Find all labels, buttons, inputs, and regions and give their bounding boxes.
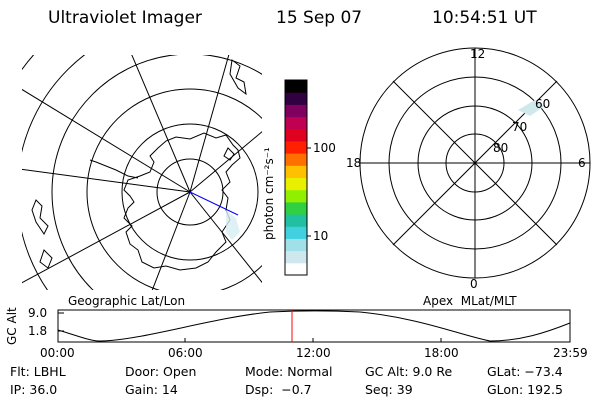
geo-meridian	[189, 191, 262, 284]
geographic-map	[22, 55, 262, 290]
mlt-label-18: 18	[346, 156, 362, 170]
color-bar-segment	[285, 92, 307, 105]
color-bar-segment	[285, 177, 307, 191]
altitude-xtick-1800: 18:00	[424, 346, 459, 360]
color-bar	[285, 80, 307, 276]
altitude-xtick-2359: 23:59	[553, 346, 588, 360]
geo-lat-circle	[51, 55, 262, 290]
geo-map-label: Geographic Lat/Lon	[68, 294, 186, 308]
color-bar-segment	[285, 153, 307, 166]
colorbar-unit-label: photon cm⁻²s⁻¹	[262, 147, 276, 240]
info-mode: Mode: Normal	[245, 364, 333, 379]
mlt-label-0: 0	[470, 277, 478, 291]
geo-meridian	[22, 191, 191, 284]
altitude-ylabel: GC Alt	[5, 307, 19, 345]
instrument-title: Ultraviolet Imager	[48, 8, 202, 28]
color-bar-segment	[285, 238, 307, 252]
altitude-ytick-9: 9.0	[28, 306, 48, 320]
info-filter: Flt: LBHL	[10, 364, 66, 379]
altitude-xtick-0600: 06:00	[168, 346, 203, 360]
landmass-fragment	[39, 249, 53, 269]
altitude-plot-frame	[57, 309, 571, 343]
geo-lat-circle	[22, 55, 35, 71]
apex-aurora-glow	[518, 100, 545, 116]
color-bar-segment	[285, 80, 307, 93]
geo-meridian	[189, 131, 262, 193]
info-seq: Seq: 39	[365, 382, 413, 397]
info-glon: GLon: 192.5	[487, 382, 563, 397]
landmass-fragment	[31, 199, 49, 235]
colorbar-label-10: 10	[313, 229, 329, 243]
date-label: 15 Sep 07	[276, 8, 363, 28]
color-bar-segment	[285, 250, 307, 264]
info-glat: GLat: −73.4	[487, 364, 563, 379]
geo-lat-circle	[121, 123, 259, 261]
geo-lat-circle	[86, 88, 262, 290]
geo-meridian	[22, 168, 191, 193]
info-gain: Gain: 14	[125, 382, 178, 397]
color-bar-segment	[285, 104, 307, 118]
time-label: 10:54:51 UT	[432, 8, 537, 28]
altitude-xtick-0000: 00:00	[40, 346, 75, 360]
info-dsp: Dsp: −0.7	[245, 382, 312, 397]
info-gc-alt: GC Alt: 9.0 Re	[365, 364, 453, 379]
color-bar-segment	[285, 189, 307, 203]
peninsula-coastline	[89, 159, 139, 179]
geo-meridian	[22, 88, 191, 193]
color-bar-segment	[285, 262, 307, 276]
geo-meridian	[131, 55, 191, 193]
color-bar-segment	[285, 116, 307, 130]
landmass-fragment	[223, 147, 235, 161]
color-bar-segment	[285, 214, 307, 227]
antarctica-coastline	[123, 132, 241, 271]
landmass-fragment	[229, 59, 247, 96]
info-door: Door: Open	[125, 364, 197, 379]
geo-meridian	[151, 191, 191, 290]
apex-map-label: Apex MLat/MLT	[423, 294, 517, 308]
geo-aurora-glow	[226, 210, 240, 240]
mlat-label-60: 60	[535, 97, 551, 111]
apex-map	[359, 47, 591, 279]
color-bar-segment	[285, 128, 307, 142]
mlt-label-6: 6	[578, 156, 586, 170]
geo-meridian	[189, 55, 230, 193]
mlat-label-80: 80	[493, 141, 509, 155]
color-bar-frame	[284, 79, 308, 276]
mlt-label-12: 12	[470, 47, 486, 61]
color-bar-segment	[285, 140, 307, 154]
altitude-curve	[57, 310, 571, 342]
colorbar-label-100: 100	[313, 141, 336, 155]
mlat-label-70: 70	[512, 120, 528, 134]
info-ip: IP: 36.0	[10, 382, 58, 397]
sun-direction-line	[189, 191, 239, 216]
color-bar-segment	[285, 165, 307, 178]
altitude-ytick-1.8: 1.8	[28, 324, 48, 338]
color-bar-segment	[285, 226, 307, 239]
color-bar-segment	[285, 201, 307, 215]
altitude-xtick-1200: 12:00	[296, 346, 331, 360]
